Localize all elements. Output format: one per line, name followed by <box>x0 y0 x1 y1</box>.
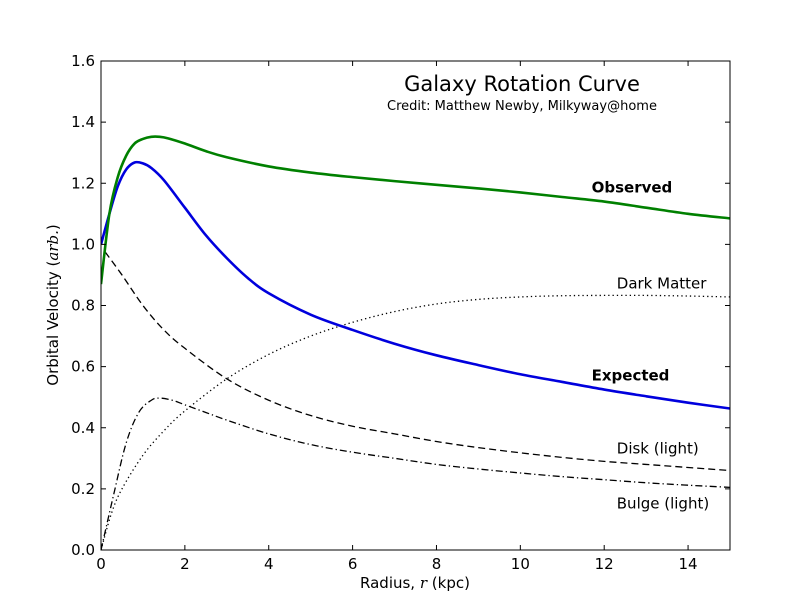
y-tick-label: 1.2 <box>71 174 95 192</box>
series-annotation-dark-matter: Dark Matter <box>617 275 707 293</box>
x-tick-label: 12 <box>595 555 614 573</box>
x-tick-label: 2 <box>180 555 190 573</box>
y-tick-label: 1.4 <box>71 113 95 131</box>
series-line-expected <box>101 160 730 410</box>
chart-credit: Credit: Matthew Newby, Milkyway@home <box>387 99 657 114</box>
x-tick-label: 4 <box>264 555 274 573</box>
x-axis-label-suffix: (kpc) <box>427 574 470 592</box>
x-axis-label-variable: r <box>420 574 428 592</box>
y-tick-label: 1.6 <box>71 52 95 70</box>
series-annotation-expected: Expected <box>592 366 670 384</box>
series-line-disk-light <box>104 251 730 472</box>
y-tick-label: 0.6 <box>71 358 95 376</box>
y-tick-label: 1.0 <box>71 235 95 253</box>
y-axis-label-prefix: Orbital Velocity ( <box>44 261 62 386</box>
y-tick-label: 0.4 <box>71 419 95 437</box>
series-line-observed <box>101 135 730 285</box>
series-group <box>101 135 730 550</box>
x-tick-label: 8 <box>432 555 442 573</box>
x-axis-label: Radius, r (kpc) <box>360 574 470 592</box>
y-tick-label: 0.8 <box>71 297 95 315</box>
series-annotation-bulge-light: Bulge (light) <box>617 495 709 513</box>
x-tick-label: 10 <box>511 555 530 573</box>
y-axis-label-variable: arb. <box>44 230 62 260</box>
x-tick-label: 6 <box>348 555 358 573</box>
chart-title: Galaxy Rotation Curve <box>404 72 640 96</box>
series-line-dark-matter <box>101 294 730 550</box>
series-annotation-observed: Observed <box>592 178 673 196</box>
x-axis-label-prefix: Radius, <box>360 574 420 592</box>
x-tick-label: 0 <box>96 555 106 573</box>
y-axis-label-suffix: ) <box>44 224 62 230</box>
series-line-bulge-light <box>101 397 730 550</box>
y-tick-label: 0.0 <box>71 541 95 559</box>
y-axis-label: Orbital Velocity (arb.) <box>44 224 62 385</box>
x-tick-label: 14 <box>679 555 698 573</box>
series-annotation-disk-light: Disk (light) <box>617 440 699 458</box>
y-tick-label: 0.2 <box>71 480 95 498</box>
